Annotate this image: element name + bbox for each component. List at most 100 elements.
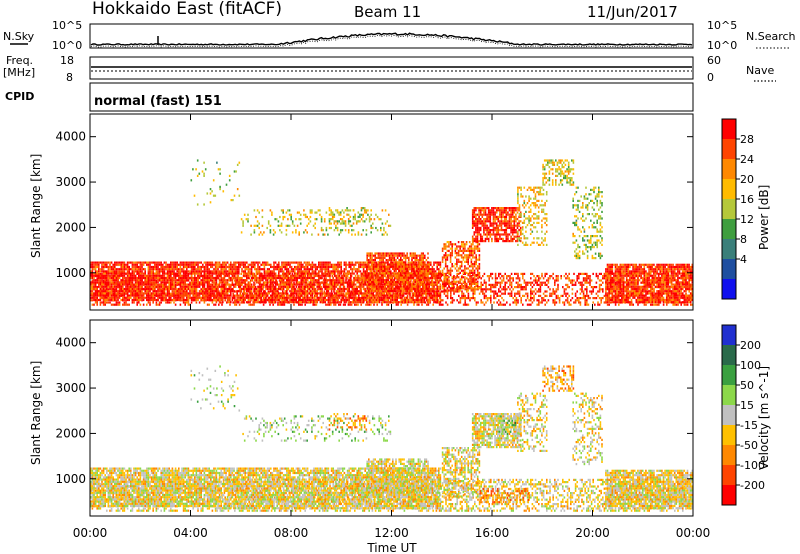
power-cell	[93, 281, 95, 284]
power-cell	[542, 292, 545, 295]
power-cell	[352, 290, 354, 293]
power-cell	[254, 274, 256, 277]
power-cell	[313, 270, 315, 273]
power-cell	[112, 279, 114, 282]
power-cell	[490, 286, 492, 289]
power-cell	[672, 294, 674, 297]
power-cell	[152, 294, 154, 297]
power-cell	[282, 294, 285, 297]
power-cell	[322, 265, 325, 269]
power-cell	[249, 292, 251, 295]
power-cell	[327, 265, 330, 269]
power-cell	[274, 279, 277, 282]
power-cell	[308, 270, 310, 273]
power-cell	[526, 292, 529, 295]
power-cell	[206, 290, 209, 293]
power-cell	[295, 274, 298, 277]
power-cell	[163, 265, 166, 269]
power-cell	[290, 276, 293, 280]
power-cell	[94, 283, 97, 286]
power-cell	[555, 275, 558, 278]
power-cell	[90, 281, 92, 284]
power-cell	[502, 275, 505, 278]
power-cell	[238, 303, 241, 306]
power-cell	[504, 290, 506, 293]
power-cell	[260, 292, 262, 295]
power-cell	[510, 290, 513, 293]
power-cell	[308, 283, 310, 286]
power-cell	[122, 281, 124, 284]
power-cell	[265, 270, 267, 273]
power-cell	[287, 261, 290, 264]
power-cell	[126, 290, 129, 293]
power-cell	[267, 290, 270, 293]
power-cell	[174, 294, 177, 297]
power-cell	[311, 287, 314, 291]
power-cell	[181, 268, 183, 271]
power-cell	[170, 285, 172, 288]
power-cell	[163, 285, 166, 288]
power-cell	[686, 303, 689, 306]
power-cell	[268, 270, 270, 273]
power-cell	[262, 261, 264, 264]
power-cell	[126, 276, 129, 280]
power-cell	[233, 268, 235, 271]
power-cell	[223, 285, 226, 288]
power-cell	[162, 263, 164, 266]
power-cell	[131, 279, 134, 282]
power-cell	[338, 279, 341, 282]
power-cell	[242, 263, 245, 266]
power-cell	[284, 290, 286, 293]
power-cell	[114, 263, 116, 266]
power-cell	[321, 268, 323, 271]
power-cell	[107, 270, 110, 273]
power-cell	[122, 263, 124, 266]
power-cell	[552, 277, 554, 280]
power-cell	[563, 292, 566, 295]
power-cell	[189, 276, 191, 280]
power-cell	[579, 281, 582, 284]
power-cell	[186, 292, 188, 295]
power-cell	[117, 298, 119, 302]
power-cell	[94, 265, 97, 269]
power-cell	[332, 265, 334, 269]
power-cell	[552, 299, 554, 302]
power-cell	[517, 283, 519, 286]
power-cell	[406, 294, 409, 297]
power-cell	[96, 270, 98, 273]
power-cell	[163, 270, 166, 273]
power-cell	[664, 288, 666, 291]
power-cell	[206, 261, 209, 264]
power-cell	[584, 277, 586, 280]
power-cell	[123, 294, 126, 297]
power-cell	[566, 292, 569, 295]
power-cell	[98, 270, 100, 273]
power-cell	[324, 296, 326, 299]
power-cell	[160, 288, 162, 291]
power-cell	[152, 283, 154, 286]
power-cell	[133, 292, 135, 295]
power-cell	[182, 261, 185, 264]
power-cell	[247, 276, 250, 280]
power-cell	[128, 290, 130, 293]
power-cell	[573, 272, 575, 275]
power-cell	[330, 281, 333, 284]
power-cell	[319, 274, 322, 277]
power-cell	[228, 265, 230, 269]
power-cell	[257, 298, 259, 302]
power-cell	[147, 301, 150, 304]
power-cell	[506, 277, 508, 280]
power-cell	[669, 277, 671, 280]
power-cell	[274, 265, 277, 269]
power-cell	[104, 303, 106, 306]
power-cell	[295, 294, 298, 297]
power-cell	[128, 274, 130, 277]
power-cell	[329, 274, 331, 277]
power-cell	[195, 263, 198, 266]
power-cell	[147, 274, 150, 277]
power-cell	[155, 281, 158, 284]
power-cell	[240, 272, 242, 275]
power-cell	[311, 268, 314, 271]
power-cell	[603, 272, 606, 275]
power-cell	[94, 285, 97, 288]
